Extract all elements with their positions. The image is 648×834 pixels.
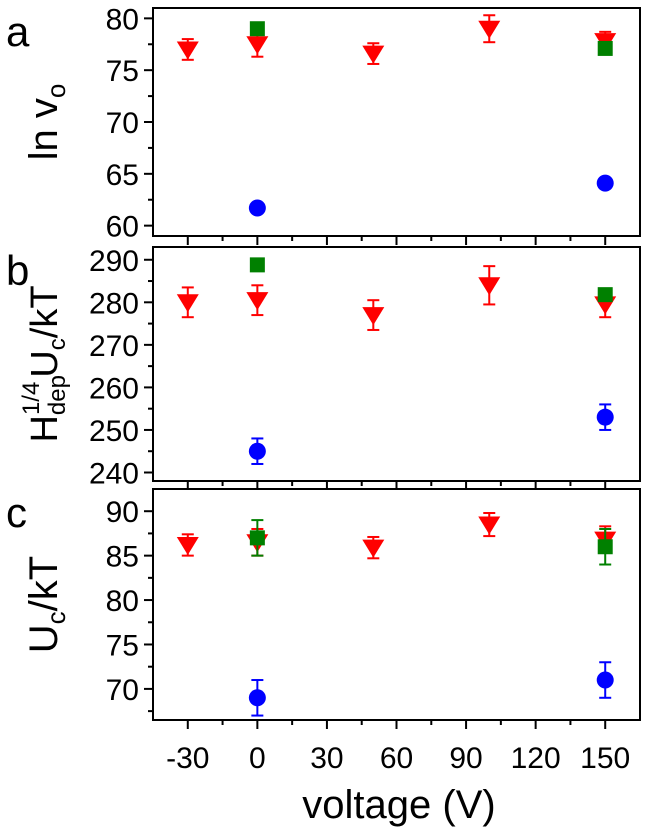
y-tick-label: 290 xyxy=(89,245,139,278)
y-tick-label: 240 xyxy=(89,457,139,490)
data-point-square xyxy=(249,21,265,37)
x-tick-label: 120 xyxy=(511,742,561,775)
panel-a: 60 65 70 75 80 a ln vo xyxy=(6,3,641,245)
data-point-circle xyxy=(248,442,266,460)
data-point-triangle xyxy=(176,41,199,60)
panel-label: c xyxy=(6,489,27,536)
data-point-square xyxy=(597,287,613,303)
y-tick-label: 85 xyxy=(106,541,139,574)
x-tick-label: 0 xyxy=(249,742,266,775)
plot-frame xyxy=(152,7,641,237)
y-tick-label: 280 xyxy=(89,287,139,320)
y-tick-label: 250 xyxy=(89,415,139,448)
y-axis-title: ln vo xyxy=(22,84,71,161)
y-tick-label: 75 xyxy=(106,55,139,88)
x-axis-title: voltage (V) xyxy=(302,783,495,827)
x-tick-label: -30 xyxy=(166,742,209,775)
data-point-square xyxy=(597,539,613,555)
data-point-triangle xyxy=(362,307,385,326)
panel-label: b xyxy=(6,247,29,294)
x-tick-label: 90 xyxy=(449,742,482,775)
data-point-circle xyxy=(596,408,614,426)
x-tick-label: 30 xyxy=(310,742,343,775)
data-point-triangle xyxy=(478,277,501,296)
data-point-triangle xyxy=(176,536,199,555)
data-point-circle xyxy=(248,689,266,707)
y-tick-label: 90 xyxy=(106,496,139,529)
y-tick-label: 60 xyxy=(106,211,139,244)
data-point-circle xyxy=(248,199,266,217)
y-tick-label: 80 xyxy=(106,3,139,36)
y-axis-title: Hdep1/4Uc/kT xyxy=(18,285,71,442)
y-tick-label: 65 xyxy=(106,159,139,192)
y-tick-label: 270 xyxy=(89,330,139,363)
data-point-triangle xyxy=(362,45,385,64)
data-point-square xyxy=(249,530,265,546)
x-tick-label: 150 xyxy=(580,742,630,775)
y-tick-label: 260 xyxy=(89,372,139,405)
panel-label: a xyxy=(6,8,30,55)
data-point-triangle xyxy=(176,294,199,313)
data-point-circle xyxy=(596,671,614,689)
y-tick-label: 70 xyxy=(106,674,139,707)
y-tick-label: 80 xyxy=(106,585,139,618)
x-tick-label: 60 xyxy=(380,742,413,775)
data-point-triangle xyxy=(246,36,269,55)
panel-c: 70 75 80 85 90 -30 0 30 60 90 120 150 c Uc/kT xyxy=(6,488,641,775)
data-point-triangle xyxy=(478,516,501,535)
data-point-triangle xyxy=(362,539,385,558)
y-tick-label: 75 xyxy=(106,629,139,662)
data-point-triangle xyxy=(246,292,269,311)
y-axis-title: Uc/kT xyxy=(22,556,71,653)
plot-frame xyxy=(152,488,641,721)
plot-frame xyxy=(152,246,641,482)
data-point-triangle xyxy=(478,20,501,39)
data-point-square xyxy=(597,40,613,56)
y-tick-label: 70 xyxy=(106,107,139,140)
data-point-square xyxy=(249,257,265,273)
data-point-circle xyxy=(596,174,614,192)
